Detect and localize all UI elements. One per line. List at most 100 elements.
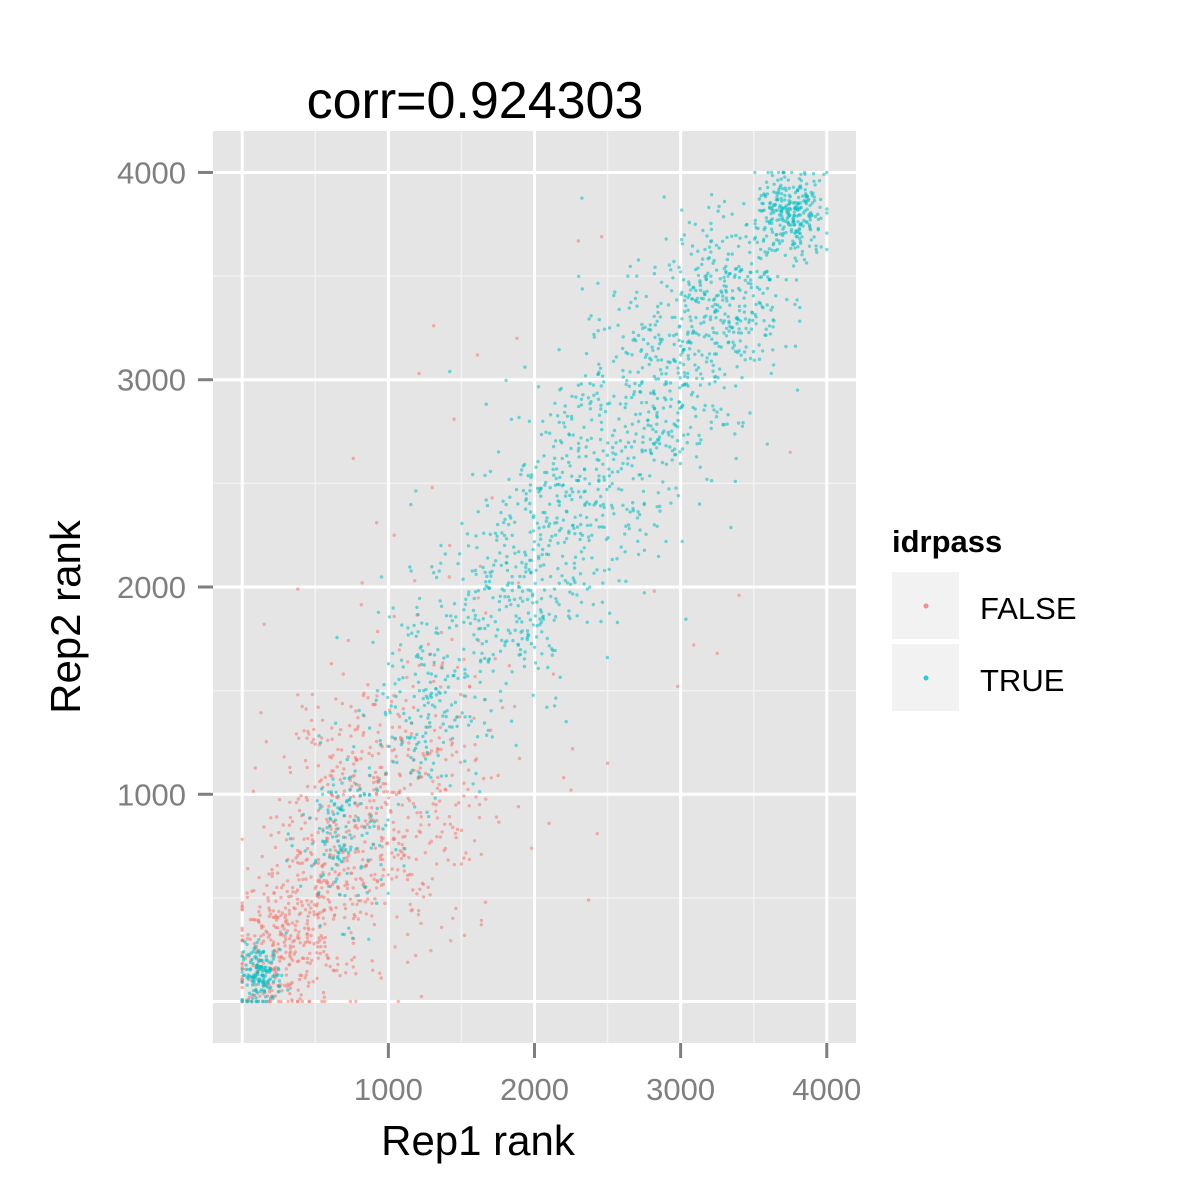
series-false-point [347,853,351,857]
series-true-point [428,680,433,684]
series-true-point [588,381,592,386]
series-true-point [777,205,782,210]
series-false-point [354,972,358,976]
series-false-point [326,782,330,787]
series-true-point [680,447,685,451]
series-true-point [655,415,659,419]
series-true-point [630,464,634,468]
series-false-point [277,830,281,835]
series-true-point [254,951,258,955]
series-true-point [471,782,475,786]
series-true-point [740,424,745,428]
series-true-point [579,495,583,499]
series-true-point [652,272,657,276]
series-true-point [696,273,701,278]
series-false-point [317,880,321,884]
series-true-point [584,351,589,356]
series-true-point [585,523,590,528]
series-true-point [825,170,829,175]
series-true-point [697,502,702,506]
series-true-point [770,227,774,231]
series-false-point [288,946,293,950]
series-true-point [799,172,803,176]
series-false-point [462,781,466,785]
x-axis-title: Rep1 rank [381,1117,576,1164]
series-true-point [561,518,566,522]
series-true-point [406,626,410,630]
series-true-point [635,290,639,294]
series-true-point [607,467,611,471]
series-true-point [555,494,559,498]
series-false-point [298,973,302,977]
series-false-point [453,831,458,836]
series-true-point [563,410,567,415]
series-true-point [602,475,606,479]
series-false-point [397,790,401,795]
series-false-point [452,862,456,867]
series-false-point [515,336,519,340]
series-true-point [242,973,247,977]
series-false-point [315,951,319,955]
series-true-point [271,950,275,954]
series-false-point [342,789,347,793]
series-false-point [394,754,398,759]
series-true-point [596,329,600,333]
series-true-point [772,319,776,323]
series-true-point [709,280,713,284]
series-true-point [342,814,346,818]
series-true-point [533,661,538,665]
series-true-point [770,305,775,309]
series-true-point [504,681,508,686]
series-true-point [448,369,452,374]
series-true-point [705,306,710,311]
series-true-point [580,196,584,200]
series-true-point [538,486,542,491]
series-true-point [619,545,623,549]
series-true-point [783,186,787,190]
series-true-point [649,358,653,362]
series-true-point [356,893,361,898]
series-false-point [454,803,458,807]
series-true-point [319,787,324,791]
series-true-point [624,395,628,399]
series-true-point [241,956,245,960]
series-true-point [808,226,812,230]
series-true-point [762,227,766,232]
series-false-point [330,737,334,741]
series-true-point [701,228,705,233]
series-true-point [765,303,769,307]
series-true-point [669,268,673,272]
series-true-point [710,337,714,341]
series-true-point [629,300,633,305]
series-true-point [473,613,478,618]
series-true-point [795,388,800,392]
series-true-point [552,473,556,477]
series-true-point [600,374,605,378]
series-true-point [676,411,680,415]
series-true-point [526,611,531,615]
series-true-point [437,690,441,694]
series-false-point [300,999,305,1004]
series-true-point [263,995,268,999]
series-false-point [397,648,401,652]
series-true-point [655,505,659,509]
series-false-point [369,873,373,878]
series-true-point [592,393,596,397]
series-true-point [488,469,493,474]
series-true-point [544,480,548,485]
series-false-point [339,728,343,732]
series-false-point [374,886,379,890]
series-false-point [375,775,379,779]
series-true-point [384,771,388,775]
series-true-point [527,419,532,423]
series-true-point [596,281,600,285]
series-false-point [288,992,292,996]
series-true-point [250,979,254,983]
series-true-point [303,849,307,853]
series-false-point [304,795,309,800]
series-true-point [412,694,416,699]
series-true-point [653,335,657,340]
series-true-point [501,499,505,503]
series-true-point [631,477,635,481]
series-false-point [431,802,435,806]
